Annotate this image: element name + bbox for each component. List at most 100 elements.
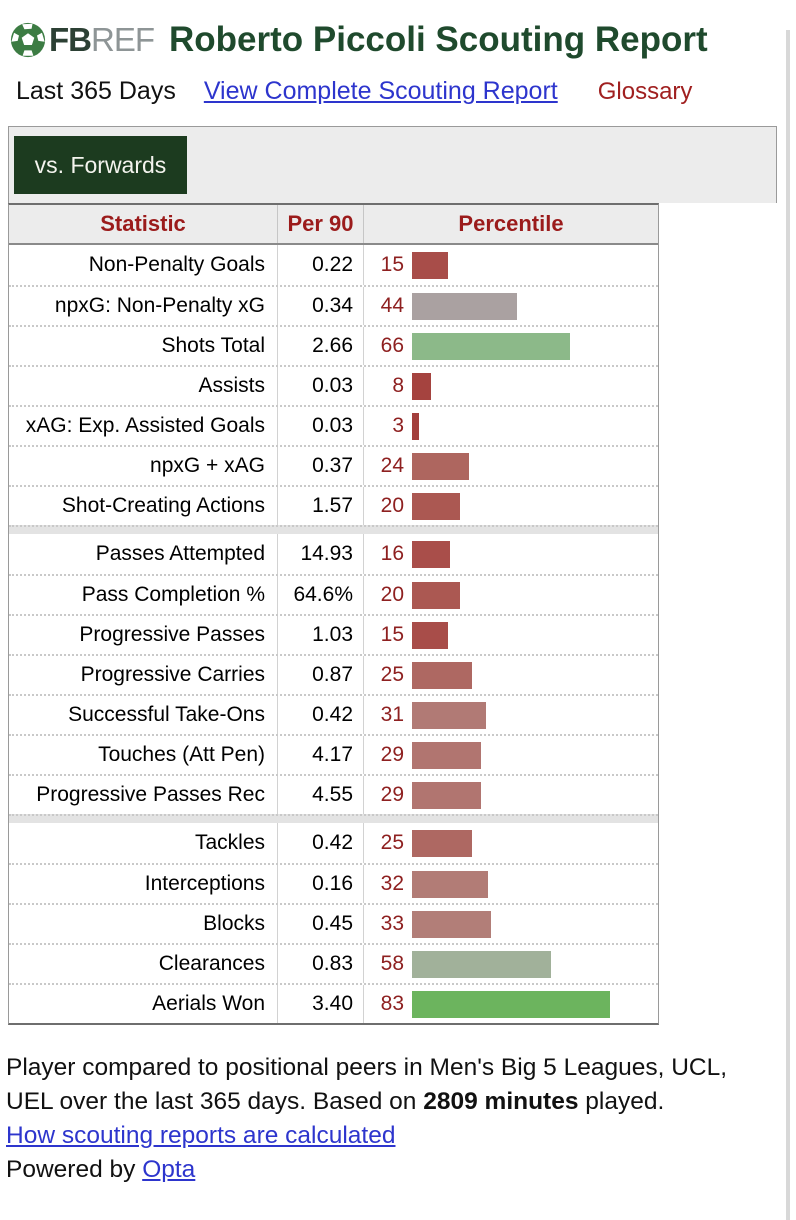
percentile-value: 24 [380,454,404,477]
stat-name: Non-Penalty Goals [9,245,278,285]
glossary-link[interactable]: Glossary [597,78,693,105]
page-right-border [786,30,790,1220]
percentile-cell: 20 [364,487,658,525]
per90-value: 0.22 [278,245,364,285]
percentile-cell: 44 [364,287,658,325]
stat-name: npxG: Non-Penalty xG [9,287,278,325]
stat-name: Assists [9,367,278,405]
percentile-value: 25 [380,663,404,686]
percentile-value: 31 [380,703,404,726]
brand-fb-text: FB [49,21,92,58]
percentile-bar [412,741,482,769]
percentile-bar [412,870,489,898]
stat-name: Blocks [9,905,278,943]
table-row: Assists 0.03 8 [9,365,658,405]
percentile-bar [412,829,472,857]
stat-name: Progressive Passes Rec [9,776,278,814]
table-row: Aerials Won 3.40 83 [9,983,658,1023]
percentile-bar [412,452,470,480]
tab-vs-forwards[interactable]: vs. Forwards [14,136,187,194]
fbref-logo[interactable]: FB REF [10,21,155,59]
table-row: Non-Penalty Goals 0.22 15 [9,245,658,285]
section-divider [9,525,658,534]
stat-name: Successful Take-Ons [9,696,278,734]
per90-value: 2.66 [278,327,364,365]
percentile-bar [412,372,432,400]
percentile-bar [412,581,460,609]
table-body: Non-Penalty Goals 0.22 15 npxG: Non-Penalty… [9,245,658,1023]
percentile-cell: 15 [364,245,658,285]
percentile-bar [412,332,570,360]
stat-name: Pass Completion % [9,576,278,614]
stat-name: xAG: Exp. Assisted Goals [9,407,278,445]
percentile-value: 20 [380,583,404,606]
stat-name: Interceptions [9,865,278,903]
percentile-cell: 32 [364,865,658,903]
percentile-value: 15 [380,253,404,276]
percentile-value: 33 [380,912,404,935]
percentile-cell: 8 [364,367,658,405]
percentile-value: 58 [380,952,404,975]
per90-value: 4.17 [278,736,364,774]
column-header-per90: Per 90 [278,205,364,243]
percentile-bar [412,661,472,689]
how-calculated-link[interactable]: How scouting reports are calculated [6,1122,396,1149]
stat-name: Passes Attempted [9,534,278,574]
per90-value: 4.55 [278,776,364,814]
table-row: Interceptions 0.16 32 [9,863,658,903]
subnav: Last 365 Days View Complete Scouting Rep… [16,77,796,106]
percentile-value: 44 [380,294,404,317]
stat-name: npxG + xAG [9,447,278,485]
percentile-value: 29 [380,743,404,766]
percentile-cell: 31 [364,696,658,734]
percentile-cell: 29 [364,776,658,814]
per90-value: 0.83 [278,945,364,983]
brand-ref-text: REF [91,21,155,58]
percentile-cell: 3 [364,407,658,445]
percentile-bar [412,910,491,938]
percentile-cell: 24 [364,447,658,485]
percentile-bar [412,251,448,279]
per90-value: 0.03 [278,367,364,405]
table-row: Blocks 0.45 33 [9,903,658,943]
percentile-cell: 33 [364,905,658,943]
percentile-cell: 15 [364,616,658,654]
page-title: Roberto Piccoli Scouting Report [169,20,708,59]
comparison-line1: Player compared to positional peers in M… [6,1054,728,1081]
opta-link[interactable]: Opta [142,1156,196,1183]
percentile-value: 29 [380,783,404,806]
table-header-row: Statistic Per 90 Percentile [9,205,658,245]
comparison-note: Player compared to positional peers in M… [6,1051,792,1187]
table-row: Progressive Passes 1.03 15 [9,614,658,654]
per90-value: 14.93 [278,534,364,574]
stat-name: Shots Total [9,327,278,365]
per90-value: 0.16 [278,865,364,903]
per90-value: 0.37 [278,447,364,485]
period-label: Last 365 Days [16,77,176,105]
column-header-statistic: Statistic [9,205,278,243]
percentile-bar [412,412,420,440]
percentile-value: 20 [380,494,404,517]
percentile-value: 15 [380,623,404,646]
comparison-line2: UEL over the last 365 days. Based on [6,1088,424,1115]
table-row: xAG: Exp. Assisted Goals 0.03 3 [9,405,658,445]
table-row: Progressive Carries 0.87 25 [9,654,658,694]
section-divider [9,814,658,823]
complete-report-link[interactable]: View Complete Scouting Report [203,77,558,105]
percentile-cell: 20 [364,576,658,614]
stat-name: Tackles [9,823,278,863]
powered-by-label: Powered by [6,1156,143,1183]
percentile-bar [412,990,611,1018]
table-row: Tackles 0.42 25 [9,823,658,863]
percentile-value: 25 [380,831,404,854]
table-row: npxG: Non-Penalty xG 0.34 44 [9,285,658,325]
percentile-cell: 25 [364,656,658,694]
percentile-value: 16 [380,542,404,565]
table-row: Pass Completion % 64.6% 20 [9,574,658,614]
table-row: Shot-Creating Actions 1.57 20 [9,485,658,525]
table-row: Touches (Att Pen) 4.17 29 [9,734,658,774]
table-row: Passes Attempted 14.93 16 [9,534,658,574]
per90-value: 3.40 [278,985,364,1023]
percentile-bar [412,540,451,568]
table-row: Progressive Passes Rec 4.55 29 [9,774,658,814]
